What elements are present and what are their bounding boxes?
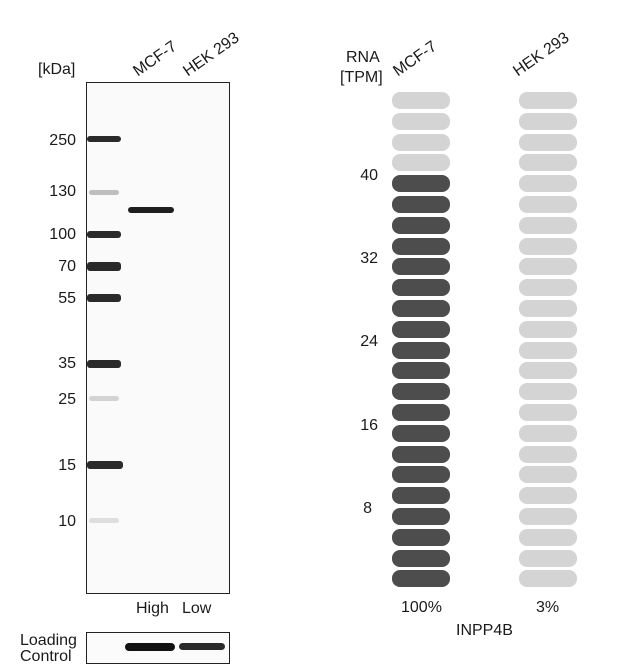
tpm-segment-hek293-7 bbox=[519, 446, 577, 463]
percent-mcf7: 100% bbox=[401, 599, 442, 616]
rna-axis-title-line2: [TPM] bbox=[340, 69, 383, 86]
marker-55: 55 bbox=[58, 290, 76, 307]
blot-image bbox=[86, 82, 230, 594]
tpm-segment-hek293-24 bbox=[519, 92, 577, 109]
tpm-segment-hek293-12 bbox=[519, 342, 577, 359]
tpm-segment-hek293-9 bbox=[519, 404, 577, 421]
ladder-band-10 bbox=[89, 518, 119, 523]
ladder-band-100 bbox=[87, 231, 121, 238]
rna-tick-8: 8 bbox=[363, 500, 372, 517]
ladder-band-55 bbox=[87, 294, 121, 302]
rna-column-hek293 bbox=[519, 92, 577, 588]
ladder-band-35 bbox=[87, 360, 121, 368]
percent-hek293: 3% bbox=[536, 599, 560, 616]
tpm-segment-mcf7-20 bbox=[392, 175, 450, 192]
tpm-segment-hek293-19 bbox=[519, 196, 577, 213]
tpm-segment-mcf7-24 bbox=[392, 92, 450, 109]
lane-label-hek293: HEK 293 bbox=[180, 29, 243, 80]
tpm-segment-hek293-10 bbox=[519, 383, 577, 400]
marker-15: 15 bbox=[58, 457, 76, 474]
rna-tick-32: 32 bbox=[360, 250, 378, 267]
tpm-segment-mcf7-19 bbox=[392, 196, 450, 213]
marker-35: 35 bbox=[58, 355, 76, 372]
tpm-segment-hek293-2 bbox=[519, 550, 577, 567]
tpm-segment-mcf7-4 bbox=[392, 508, 450, 525]
loading-label-line1: Loading bbox=[20, 632, 77, 649]
loading-band-mcf7 bbox=[125, 643, 175, 651]
ladder-band-15 bbox=[87, 461, 123, 469]
loading-label-line2: Control bbox=[20, 648, 72, 665]
marker-250: 250 bbox=[49, 132, 76, 149]
ladder-band-130 bbox=[89, 190, 119, 195]
rna-column-label-hek293: HEK 293 bbox=[510, 29, 573, 80]
tpm-segment-mcf7-1 bbox=[392, 570, 450, 587]
marker-25: 25 bbox=[58, 391, 76, 408]
tpm-segment-mcf7-14 bbox=[392, 300, 450, 317]
ladder-band-250 bbox=[87, 136, 121, 142]
tpm-segment-hek293-11 bbox=[519, 362, 577, 379]
tpm-segment-hek293-13 bbox=[519, 321, 577, 338]
tpm-segment-mcf7-13 bbox=[392, 321, 450, 338]
tpm-segment-mcf7-15 bbox=[392, 279, 450, 296]
loading-control-blot bbox=[86, 632, 230, 664]
tpm-segment-hek293-17 bbox=[519, 238, 577, 255]
rna-tick-40: 40 bbox=[360, 167, 378, 184]
rna-axis-title-line1: RNA bbox=[346, 49, 380, 66]
tpm-segment-hek293-16 bbox=[519, 258, 577, 275]
tpm-segment-hek293-15 bbox=[519, 279, 577, 296]
tpm-segment-hek293-14 bbox=[519, 300, 577, 317]
tpm-segment-hek293-1 bbox=[519, 570, 577, 587]
marker-70: 70 bbox=[58, 258, 76, 275]
tpm-segment-mcf7-18 bbox=[392, 217, 450, 234]
rna-tick-24: 24 bbox=[360, 333, 378, 350]
tpm-segment-mcf7-6 bbox=[392, 466, 450, 483]
tpm-segment-mcf7-22 bbox=[392, 134, 450, 151]
ladder-band-25 bbox=[89, 396, 119, 401]
tpm-segment-mcf7-11 bbox=[392, 362, 450, 379]
ladder-band-70 bbox=[87, 262, 121, 271]
loading-band-hek293 bbox=[179, 643, 225, 650]
gene-name: INPP4B bbox=[456, 622, 513, 639]
tpm-segment-mcf7-8 bbox=[392, 425, 450, 442]
tpm-segment-hek293-18 bbox=[519, 217, 577, 234]
tpm-segment-hek293-21 bbox=[519, 154, 577, 171]
tpm-segment-mcf7-9 bbox=[392, 404, 450, 421]
tpm-segment-hek293-22 bbox=[519, 134, 577, 151]
tpm-segment-hek293-4 bbox=[519, 508, 577, 525]
tpm-segment-mcf7-7 bbox=[392, 446, 450, 463]
tpm-segment-mcf7-10 bbox=[392, 383, 450, 400]
tpm-segment-hek293-3 bbox=[519, 529, 577, 546]
tpm-segment-hek293-8 bbox=[519, 425, 577, 442]
marker-100: 100 bbox=[49, 226, 76, 243]
tpm-segment-mcf7-23 bbox=[392, 113, 450, 130]
tpm-segment-mcf7-2 bbox=[392, 550, 450, 567]
level-high: High bbox=[136, 600, 169, 617]
marker-10: 10 bbox=[58, 513, 76, 530]
tpm-segment-hek293-20 bbox=[519, 175, 577, 192]
rna-column-label-mcf7: MCF-7 bbox=[390, 38, 441, 80]
tpm-segment-mcf7-16 bbox=[392, 258, 450, 275]
lane-label-mcf7: MCF-7 bbox=[130, 38, 181, 80]
kda-unit-label: [kDa] bbox=[38, 61, 76, 78]
tpm-segment-mcf7-12 bbox=[392, 342, 450, 359]
rna-tick-16: 16 bbox=[360, 417, 378, 434]
rna-column-mcf7 bbox=[392, 92, 450, 588]
mcf7-protein-band bbox=[128, 207, 174, 213]
tpm-segment-mcf7-5 bbox=[392, 487, 450, 504]
tpm-segment-hek293-5 bbox=[519, 487, 577, 504]
tpm-segment-mcf7-3 bbox=[392, 529, 450, 546]
tpm-segment-mcf7-17 bbox=[392, 238, 450, 255]
tpm-segment-hek293-6 bbox=[519, 466, 577, 483]
level-low: Low bbox=[182, 600, 212, 617]
tpm-segment-mcf7-21 bbox=[392, 154, 450, 171]
marker-130: 130 bbox=[49, 183, 76, 200]
tpm-segment-hek293-23 bbox=[519, 113, 577, 130]
